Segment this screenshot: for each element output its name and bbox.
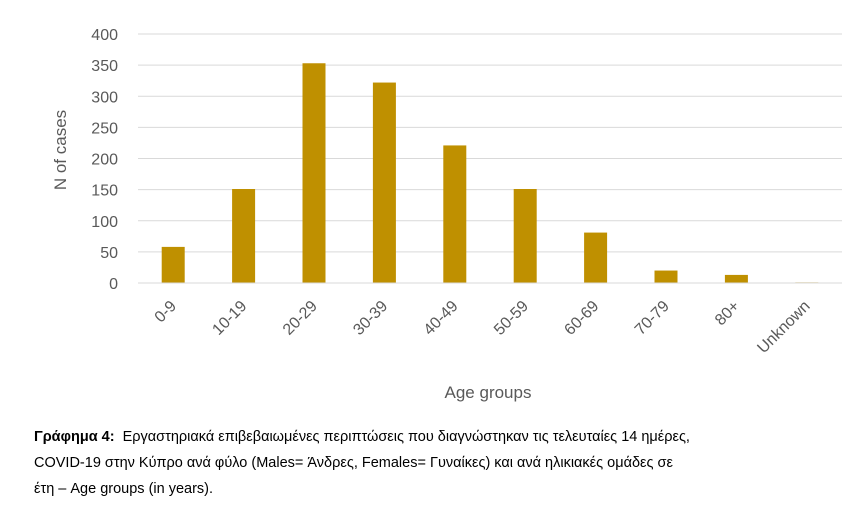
y-tick-label: 0	[109, 276, 118, 293]
y-tick-label: 300	[91, 89, 118, 106]
bar	[724, 274, 748, 283]
x-tick-label: 50-59	[491, 298, 532, 339]
y-tick-label: 50	[100, 245, 118, 262]
x-tick-label: 20-29	[280, 298, 321, 339]
caption-label: Γράφημα 4:	[34, 429, 115, 445]
y-tick-label: 350	[91, 58, 118, 75]
x-tick-label: Unknown	[754, 298, 813, 357]
x-tick-label: 40-49	[421, 298, 462, 339]
y-axis-ticks: 0 50 100 150 200 250 300 350 400	[91, 27, 118, 293]
y-tick-label: 150	[91, 183, 118, 200]
y-tick-label: 200	[91, 152, 118, 169]
x-tick-label: 60-69	[561, 298, 602, 339]
bar	[161, 246, 185, 283]
gridlines	[138, 33, 842, 253]
bar	[232, 189, 256, 283]
bar	[654, 270, 678, 283]
y-tick-label: 400	[91, 27, 118, 44]
caption-line-1: Εργαστηριακά επιβεβαιωμένες περιπτώσεις …	[122, 429, 690, 445]
y-tick-label: 250	[91, 120, 118, 137]
caption-line-3: έτη – Age groups (in years).	[34, 481, 214, 497]
x-axis-title: Age groups	[445, 383, 532, 402]
x-axis-ticks: 0-9 10-19 20-29 30-39 40-49 50-59 60-69 70-79 80…	[152, 298, 814, 357]
bars	[161, 63, 819, 284]
figure-caption: Γράφημα 4: Εργαστηριακά επιβεβαιωμένες π…	[34, 424, 856, 502]
bar	[513, 189, 537, 283]
bar-chart: 0 50 100 150 200 250 300 350 400 0-9 10-19 20-29 30…	[51, 27, 842, 402]
bar	[302, 63, 326, 283]
bar	[443, 145, 467, 283]
bar	[584, 232, 608, 283]
x-tick-label: 10-19	[209, 298, 250, 339]
x-tick-label: 80+	[712, 298, 743, 329]
y-axis-title: N of cases	[51, 110, 70, 190]
caption-line-2: COVID-19 στην Κύπρο ανά φύλο (Males= Άνδ…	[34, 455, 673, 471]
x-tick-label: 70-79	[632, 298, 673, 339]
y-tick-label: 100	[91, 214, 118, 231]
x-tick-label: 0-9	[152, 298, 180, 326]
x-tick-label: 30-39	[350, 298, 391, 339]
bar	[372, 82, 396, 284]
